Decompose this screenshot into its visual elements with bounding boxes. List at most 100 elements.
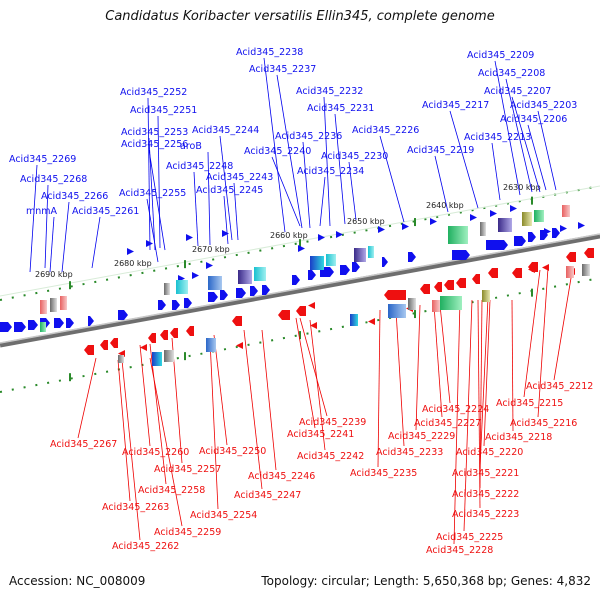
forward-gene-triangle xyxy=(544,228,551,235)
forward-gene-arrow xyxy=(528,232,536,242)
forward-gene-arrow xyxy=(54,318,64,328)
domain-box xyxy=(40,322,46,332)
top-gene-label: Acid345_2206 xyxy=(500,114,567,125)
top-gene-label: Acid345_2244 xyxy=(192,125,259,136)
forward-gene-triangle xyxy=(186,234,193,241)
forward-gene-arrow xyxy=(88,316,94,326)
genome-backbone xyxy=(0,233,600,348)
forward-gene-triangle xyxy=(206,262,213,269)
top-callout-line xyxy=(263,57,286,233)
top-callout-line xyxy=(193,171,199,247)
domain-box xyxy=(582,264,590,276)
forward-gene-arrow xyxy=(158,300,166,310)
reverse-gene-triangle xyxy=(368,318,375,325)
top-callout-line xyxy=(147,97,151,251)
top-callout-line xyxy=(223,195,229,245)
bottom-gene-label: Acid345_2225 xyxy=(436,532,503,543)
reverse-gene-triangle xyxy=(310,322,317,329)
domain-box xyxy=(498,218,512,232)
domain-box xyxy=(388,304,406,318)
top-callout-line xyxy=(276,74,303,229)
top-callout-line xyxy=(511,96,541,193)
domain-box xyxy=(522,212,532,226)
top-callout-line xyxy=(527,124,547,191)
domain-box xyxy=(534,210,544,222)
forward-gene-arrow xyxy=(14,322,26,332)
bottom-callout-line xyxy=(213,334,228,446)
reverse-gene-triangle xyxy=(542,264,549,271)
top-callout-line xyxy=(146,198,159,263)
reverse-gene-arrow xyxy=(186,326,194,336)
top-gene-label: aroB xyxy=(180,141,202,152)
bottom-callout-line xyxy=(121,359,141,541)
top-callout-line xyxy=(219,135,233,241)
bottom-gene-label: Acid345_2212 xyxy=(526,381,593,392)
top-gene-label: Acid345_2243 xyxy=(206,172,273,183)
forward-gene-arrow xyxy=(382,257,388,267)
top-callout-line xyxy=(61,201,70,273)
top-callout-line xyxy=(319,176,326,227)
bottom-gene-label: Acid345_2218 xyxy=(485,432,552,443)
top-callout-line xyxy=(44,184,49,269)
top-callout-line xyxy=(207,151,211,246)
forward-gene-arrow xyxy=(208,292,218,302)
top-callout-line xyxy=(49,216,55,273)
top-gene-label: Acid345_2213 xyxy=(464,132,531,143)
bottom-gene-label: Acid345_2257 xyxy=(154,464,221,475)
top-gene-label: Acid345_2209 xyxy=(467,50,534,61)
top-gene-label: Acid345_2252 xyxy=(120,87,187,98)
bottom-callout-line xyxy=(117,359,131,502)
forward-gene-arrow xyxy=(514,236,526,246)
inner-major-tick-4 xyxy=(531,288,533,297)
forward-gene-arrow xyxy=(118,310,128,320)
domain-box xyxy=(60,296,67,310)
top-gene-label: Acid345_2268 xyxy=(20,174,87,185)
scale-label-6: 2630 kbp xyxy=(503,183,541,192)
reverse-gene-arrow xyxy=(420,284,430,294)
reverse-gene-arrow xyxy=(170,328,178,338)
top-gene-label: Acid345_2219 xyxy=(407,145,474,156)
domain-box xyxy=(350,314,358,326)
bottom-gene-labels: Acid345_2212 Acid345_2215 Acid345_2216 Acid… xyxy=(50,381,593,556)
accession-label: Accession: NC_008009 xyxy=(9,574,146,588)
bottom-callout-line xyxy=(309,319,326,451)
domain-box xyxy=(152,352,162,366)
forward-gene-triangle xyxy=(146,240,153,247)
top-gene-label: Acid345_2232 xyxy=(296,86,363,97)
bottom-callout-line xyxy=(537,267,549,418)
forward-gene-triangle xyxy=(430,218,437,225)
forward-gene-arrow xyxy=(236,288,246,298)
forward-gene-triangle xyxy=(402,223,409,230)
reverse-gene-triangle xyxy=(308,302,315,309)
forward-gene-arrow xyxy=(262,285,270,295)
domain-box xyxy=(118,355,124,363)
bottom-callout-line xyxy=(377,309,381,468)
reverse-gene-arrow xyxy=(232,316,242,326)
top-gene-label: Acid345_2253 xyxy=(121,127,188,138)
top-gene-label: mnmA xyxy=(26,206,58,217)
domain-box xyxy=(448,226,468,244)
bottom-callout-line xyxy=(395,309,405,447)
domain-box xyxy=(164,283,170,295)
forward-gene-arrow xyxy=(340,265,350,275)
forward-gene-arrow xyxy=(452,250,470,260)
top-gene-label: Acid345_2255 xyxy=(119,188,186,199)
top-gene-label: Acid345_2230 xyxy=(321,151,388,162)
reverse-gene-arrow xyxy=(488,268,498,278)
bottom-gene-label: Acid345_2233 xyxy=(376,447,443,458)
bottom-gene-label: Acid345_2224 xyxy=(422,404,489,415)
domain-box xyxy=(432,300,440,312)
top-callout-line xyxy=(271,156,301,227)
bottom-gene-label: Acid345_2263 xyxy=(102,502,169,513)
scale-label-5: 2640 kbp xyxy=(426,201,464,210)
bottom-gene-label: Acid345_2246 xyxy=(248,471,315,482)
domain-box xyxy=(482,290,490,302)
reverse-gene-arrow xyxy=(384,290,406,300)
forward-gene-triangle xyxy=(378,226,385,233)
forward-gene-arrow xyxy=(66,318,74,328)
forward-gene-triangle xyxy=(490,210,497,217)
bottom-gene-label: Acid345_2227 xyxy=(414,418,481,429)
top-gene-label: Acid345_2226 xyxy=(352,125,419,136)
domain-box xyxy=(408,298,416,310)
